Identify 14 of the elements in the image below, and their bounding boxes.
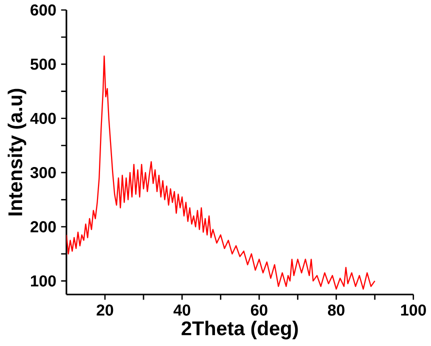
y-tick-label: 600 [30, 4, 56, 16]
y-axis-title: Intensity (a.u) [8, 88, 26, 216]
y-tick-label: 100 [30, 275, 56, 287]
x-tick-label: 20 [96, 304, 114, 316]
y-tick-label: 300 [30, 166, 56, 178]
x-tick-label: 80 [328, 304, 344, 316]
x-axis-title: 2Theta (deg) [182, 320, 298, 340]
x-tick-label: 100 [401, 304, 426, 316]
y-tick-label: 500 [30, 58, 56, 70]
line-series [66, 55, 376, 290]
y-tick-label: 400 [30, 112, 56, 124]
y-tick-label: 200 [30, 221, 56, 232]
x-tick-label: 40 [173, 304, 190, 316]
x-tick-label: 60 [250, 304, 268, 316]
